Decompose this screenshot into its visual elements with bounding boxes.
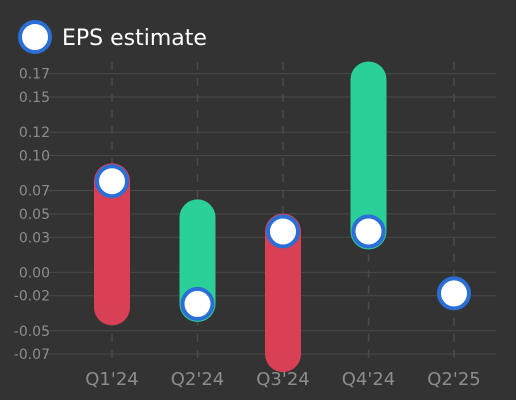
y-tick-label: 0.05 [19,207,50,223]
legend-label: EPS estimate [62,26,207,51]
y-tick-label: 0.03 [19,230,50,246]
x-tick-label: Q1'24 [85,369,138,390]
y-tick-label: 0.12 [19,125,50,141]
x-tick-label: Q2'25 [427,369,480,390]
y-tick-label: -0.02 [14,289,50,305]
eps-estimate-marker [95,164,129,199]
x-axis-labels: Q1'24 Q2'24 Q3'24 Q4'24 Q2'25 [85,369,480,390]
y-tick-label: 0.10 [19,148,50,164]
markers [95,164,471,321]
eps-estimate-marker [266,214,300,249]
x-tick-label: Q3'24 [256,369,309,390]
y-tick-label: -0.05 [14,324,50,340]
bars [94,61,387,373]
eps-estimate-marker [437,276,471,311]
eps-estimate-marker [180,286,215,321]
legend-marker [18,20,52,54]
y-tick-label: 0.17 [19,67,50,83]
y-tick-label: 0.15 [19,90,50,106]
legend: EPS estimate [18,20,207,54]
y-tick-label: 0.07 [19,184,50,200]
y-tick-label: 0.00 [19,265,50,281]
x-tick-label: Q2'24 [171,369,224,390]
x-tick-label: Q4'24 [342,369,395,390]
grid: 0.17 0.15 0.12 0.10 0.07 0.05 0.03 0.00 -0.02 -0.… [14,62,496,363]
eps-estimate-marker [351,214,386,249]
y-tick-label: -0.07 [14,347,50,363]
